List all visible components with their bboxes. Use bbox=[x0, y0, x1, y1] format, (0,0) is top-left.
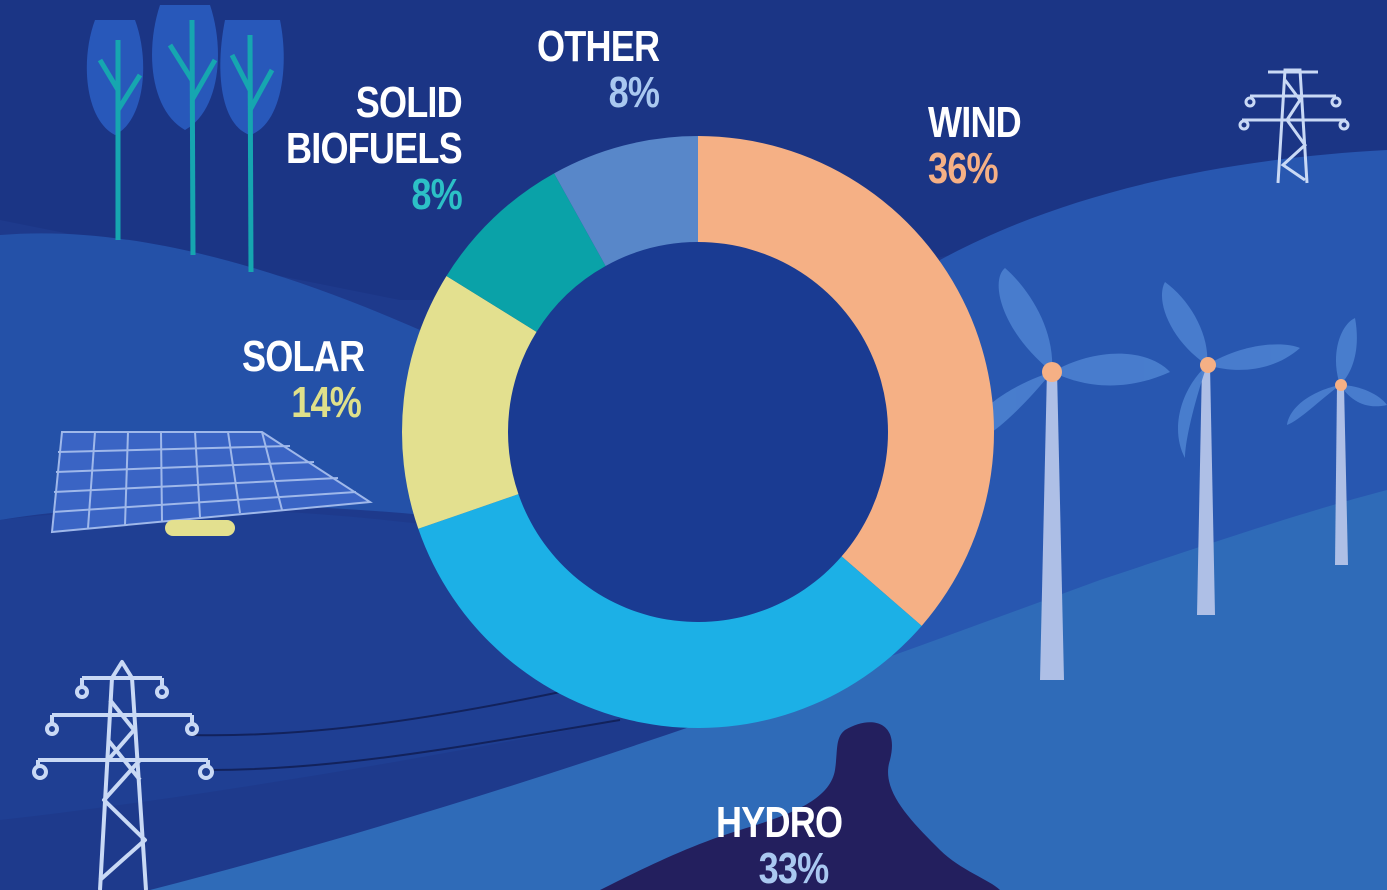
pylon-icon bbox=[32, 660, 214, 890]
slice-name-solar: SOLAR bbox=[242, 332, 365, 381]
slice-name-hydro: HYDRO bbox=[716, 798, 843, 847]
lower-hill bbox=[150, 490, 1387, 890]
donut-slice-other bbox=[554, 136, 698, 266]
small-pylon-icon bbox=[1238, 68, 1350, 184]
solar-panel-icon bbox=[50, 431, 373, 536]
slice-value-biofuels: 8% bbox=[411, 170, 462, 219]
river bbox=[600, 722, 1000, 890]
donut-slice-solid-biofuels bbox=[446, 173, 606, 332]
label-solid-biofuels: SOLID BIOFUELS 8% bbox=[286, 78, 463, 219]
slice-value-wind: 36% bbox=[928, 144, 999, 193]
donut-slice-hydro bbox=[418, 494, 922, 728]
donut-slice-solar bbox=[401, 275, 537, 529]
slice-name-biofuels-line2: BIOFUELS bbox=[286, 124, 463, 173]
donut-slice-wind bbox=[698, 136, 994, 626]
label-hydro: HYDRO 33% bbox=[716, 798, 843, 890]
slice-name-wind: WIND bbox=[928, 98, 1022, 147]
slice-name-other: OTHER bbox=[537, 22, 660, 71]
slice-name-biofuels-line1: SOLID bbox=[355, 78, 463, 127]
slice-value-hydro: 33% bbox=[758, 844, 830, 890]
donut-hole bbox=[508, 242, 888, 622]
slice-value-solar: 14% bbox=[291, 378, 362, 427]
label-wind: WIND 36% bbox=[928, 98, 1022, 193]
wind-turbine-icon bbox=[1161, 282, 1300, 615]
label-other: OTHER 8% bbox=[537, 22, 660, 117]
label-solar: SOLAR 14% bbox=[242, 332, 365, 427]
slice-value-other: 8% bbox=[608, 68, 660, 117]
wind-turbine-icon bbox=[1287, 318, 1387, 565]
